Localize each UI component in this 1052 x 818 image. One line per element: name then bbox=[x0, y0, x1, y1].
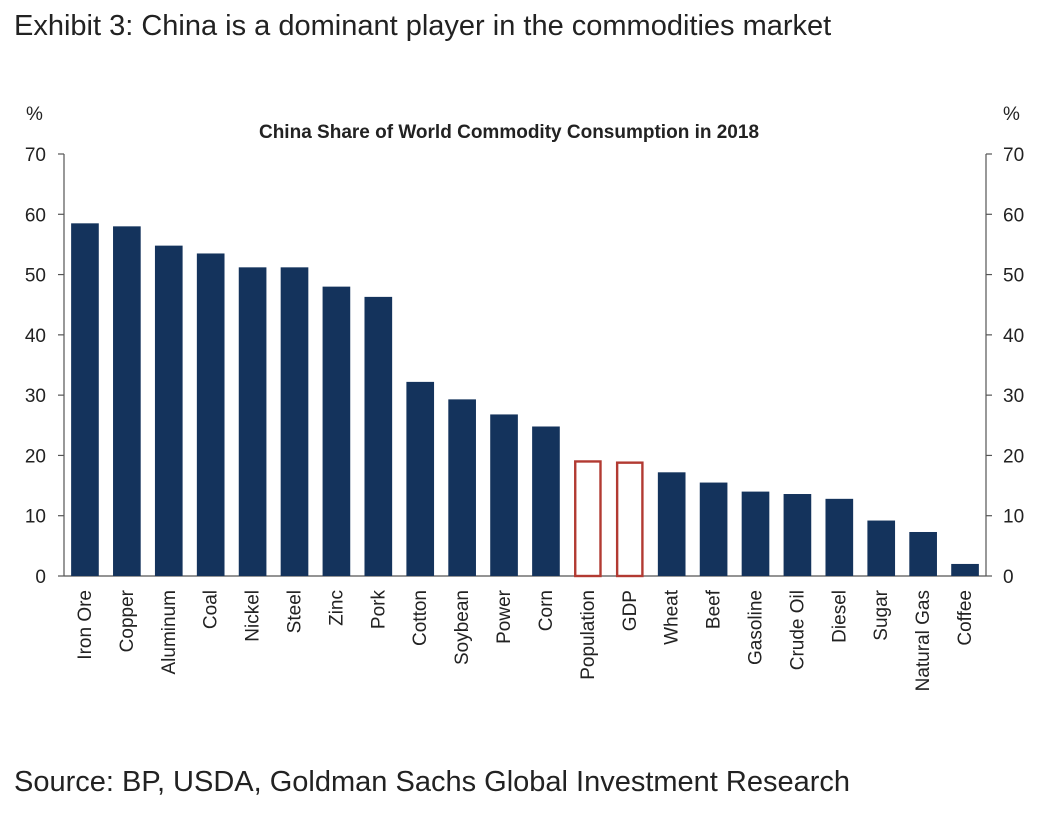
bar bbox=[322, 286, 351, 576]
bar-highlight bbox=[615, 461, 644, 578]
y-tick-label-right: 60 bbox=[1003, 205, 1024, 226]
y-tick-label-left: 10 bbox=[25, 507, 46, 528]
y-tick-label-left: 50 bbox=[25, 266, 46, 287]
y-tick-label-right: 0 bbox=[1003, 567, 1014, 588]
x-category-label: Soybean bbox=[452, 590, 473, 665]
bar bbox=[154, 245, 183, 577]
bar bbox=[406, 381, 435, 576]
x-category-label: Aluminum bbox=[159, 590, 180, 674]
y-tick-label-left: 20 bbox=[25, 446, 46, 467]
x-category-label: Power bbox=[494, 589, 515, 644]
chart-title: China Share of World Commodity Consumpti… bbox=[259, 122, 759, 143]
bar bbox=[699, 482, 728, 576]
bar bbox=[867, 520, 896, 576]
y-tick-label-left: 40 bbox=[25, 326, 46, 347]
x-category-label: Nickel bbox=[243, 590, 264, 642]
bar bbox=[71, 223, 99, 577]
y-tick-label-right: 10 bbox=[1003, 507, 1024, 528]
x-category-label: Wheat bbox=[662, 589, 683, 645]
y-tick-label-right: 30 bbox=[1003, 386, 1024, 407]
bar bbox=[364, 296, 393, 576]
x-category-label: Cotton bbox=[410, 590, 431, 646]
x-category-label: Gasoline bbox=[746, 590, 767, 665]
x-category-label: Coffee bbox=[955, 590, 976, 646]
x-category-label: Crude Oil bbox=[787, 590, 808, 670]
bar bbox=[448, 399, 476, 576]
bar bbox=[196, 253, 225, 576]
x-category-label: GDP bbox=[620, 590, 641, 631]
y-tick-label-right: 20 bbox=[1003, 446, 1024, 467]
category-labels: Iron Ore Copper Aluminum Coal Nickel Steel Zin… bbox=[75, 589, 976, 691]
x-category-label: Corn bbox=[536, 590, 557, 631]
bar bbox=[909, 531, 937, 576]
y-tick-label-left: 70 bbox=[25, 145, 46, 166]
bar bbox=[532, 426, 560, 576]
x-category-label: Population bbox=[578, 590, 599, 680]
bar bbox=[280, 267, 309, 576]
y-tick-label-right: 50 bbox=[1003, 266, 1024, 287]
bar bbox=[238, 267, 267, 576]
y-tick-label-left: 60 bbox=[25, 205, 46, 226]
bar bbox=[825, 498, 854, 576]
bar bbox=[657, 472, 686, 576]
x-category-label: Sugar bbox=[871, 589, 892, 640]
y-axis-unit-left: % bbox=[26, 104, 43, 125]
bar bbox=[783, 494, 812, 576]
x-category-label: Coal bbox=[201, 590, 222, 629]
bar bbox=[490, 414, 518, 576]
source-note: Source: BP, USDA, Goldman Sachs Global I… bbox=[14, 766, 851, 798]
bar bbox=[951, 563, 979, 576]
y-tick-label-right: 40 bbox=[1003, 326, 1024, 347]
bars bbox=[71, 223, 979, 578]
exhibit-title: Exhibit 3: China is a dominant player in… bbox=[14, 10, 832, 42]
x-category-label: Copper bbox=[117, 589, 138, 652]
x-category-label: Zinc bbox=[326, 590, 347, 626]
x-category-label: Pork bbox=[368, 590, 389, 630]
y-tick-label-left: 0 bbox=[35, 567, 46, 588]
bar bbox=[113, 226, 141, 577]
y-tick-label-right: 70 bbox=[1003, 145, 1024, 166]
y-axis-unit-right: % bbox=[1003, 104, 1020, 125]
y-tick-label-left: 30 bbox=[25, 386, 46, 407]
x-category-label: Natural Gas bbox=[913, 590, 934, 691]
x-category-label: Beef bbox=[704, 589, 725, 629]
x-category-label: Diesel bbox=[829, 590, 850, 643]
bar bbox=[741, 491, 770, 576]
bar-highlight bbox=[574, 460, 602, 578]
x-category-label: Iron Ore bbox=[75, 590, 96, 660]
x-category-label: Steel bbox=[285, 590, 306, 633]
